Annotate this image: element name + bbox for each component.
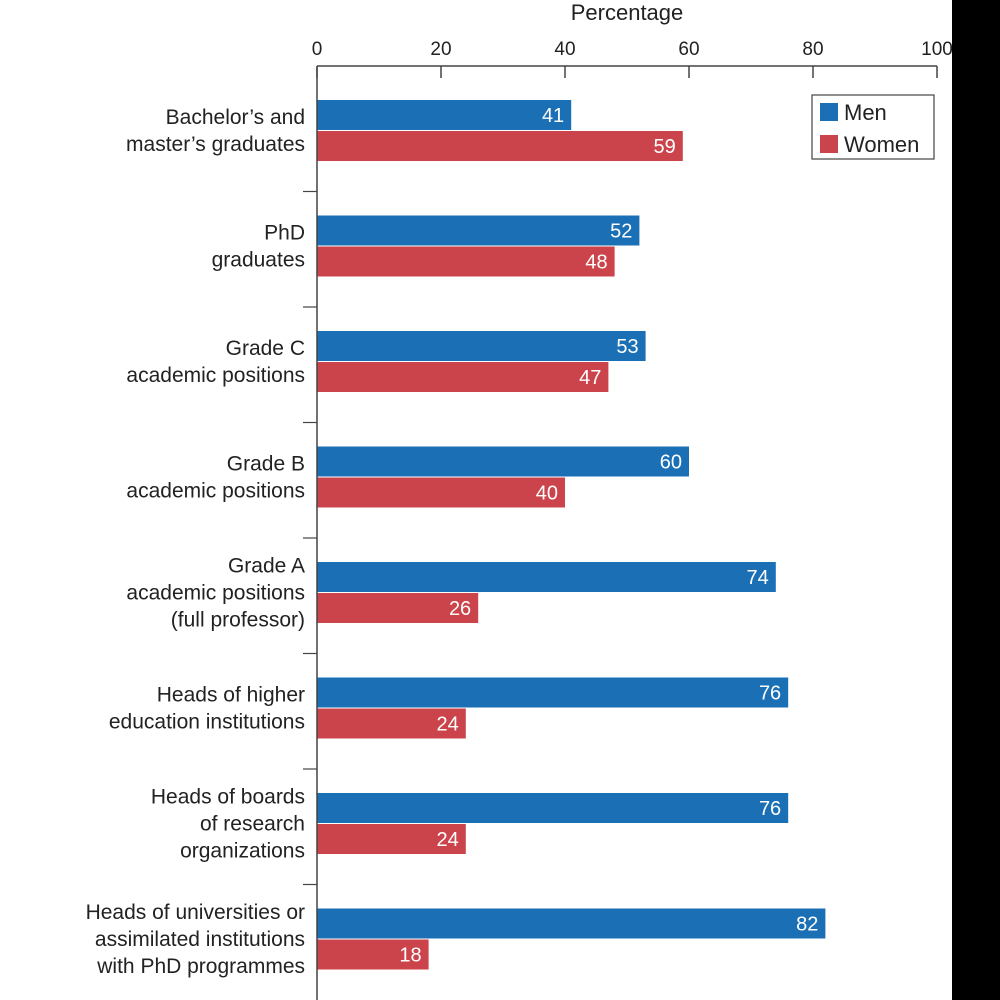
bar-label-women: 26 <box>449 598 471 620</box>
bar-label-women: 47 <box>579 367 601 389</box>
category-label: Heads of boards <box>151 786 305 809</box>
chart-panel: Percentage 0 20 40 60 80 100 Bachelor’s and ma… <box>0 0 952 1000</box>
bar-men <box>317 100 572 130</box>
bar-women <box>317 131 683 161</box>
category-label: academic positions <box>126 480 305 503</box>
legend: Men Women <box>811 94 935 160</box>
bar-women <box>317 824 466 854</box>
bar-women <box>317 246 615 277</box>
category-label: master’s graduates <box>126 133 305 156</box>
bar-women <box>317 362 609 392</box>
category-label: organizations <box>180 840 305 863</box>
category-label: graduates <box>212 249 305 272</box>
category-label: with PhD programmes <box>96 955 305 978</box>
category-label: Heads of universities or <box>86 901 305 924</box>
bar-women <box>317 939 429 970</box>
bar-men <box>317 446 689 477</box>
x-axis-ticks: 0 20 40 60 80 100 <box>312 39 952 78</box>
bar-women <box>317 708 466 739</box>
x-tick-label: 80 <box>802 39 823 60</box>
bar-men <box>317 215 640 246</box>
x-tick-label: 100 <box>921 39 952 60</box>
x-axis-title: Percentage <box>571 0 684 25</box>
bar-men <box>317 908 826 939</box>
category-label: Heads of higher <box>157 684 305 707</box>
bar-label-men: 41 <box>542 105 564 127</box>
bar-women <box>317 593 479 623</box>
bar-label-women: 59 <box>654 136 676 158</box>
bar-label-men: 60 <box>660 452 682 474</box>
bar-label-women: 24 <box>437 829 459 851</box>
bar-men <box>317 793 789 823</box>
bar-label-women: 24 <box>437 714 459 736</box>
x-tick-label: 20 <box>430 39 451 60</box>
x-tick-label: 60 <box>678 39 699 60</box>
bar-label-men: 76 <box>759 798 781 820</box>
legend-women-swatch <box>820 135 838 153</box>
bar-label-men: 76 <box>759 683 781 705</box>
category-label: (full professor) <box>171 609 305 632</box>
category-labels: Bachelor’s and master’s graduates PhD gradu… <box>86 106 317 978</box>
bar-label-men: 53 <box>616 336 638 358</box>
legend-men-label: Men <box>844 100 887 125</box>
bar-label-men: 82 <box>796 914 818 936</box>
bar-label-men: 52 <box>610 221 632 243</box>
category-label: academic positions <box>126 582 305 605</box>
x-tick-label: 0 <box>312 39 323 60</box>
category-label: Grade A <box>228 555 305 578</box>
category-label: of research <box>200 813 305 836</box>
category-label: Grade B <box>227 453 305 476</box>
x-tick-label: 40 <box>554 39 575 60</box>
legend-men-swatch <box>820 103 838 121</box>
category-label: Grade C <box>226 337 305 360</box>
legend-women-label: Women <box>844 132 919 157</box>
bar-men <box>317 562 776 592</box>
bar-label-women: 40 <box>536 483 558 505</box>
bar-label-men: 74 <box>747 567 769 589</box>
category-label: assimilated institutions <box>95 928 305 951</box>
category-label: PhD <box>264 222 305 245</box>
bar-label-women: 48 <box>585 252 607 274</box>
category-label: Bachelor’s and <box>166 106 305 129</box>
bar-label-women: 18 <box>399 945 421 967</box>
bar-men <box>317 677 789 708</box>
bar-women <box>317 477 565 508</box>
category-label: education institutions <box>109 711 305 734</box>
bar-men <box>317 331 646 361</box>
category-label: academic positions <box>126 364 305 387</box>
bar-chart: Percentage 0 20 40 60 80 100 Bachelor’s and ma… <box>86 0 952 1000</box>
